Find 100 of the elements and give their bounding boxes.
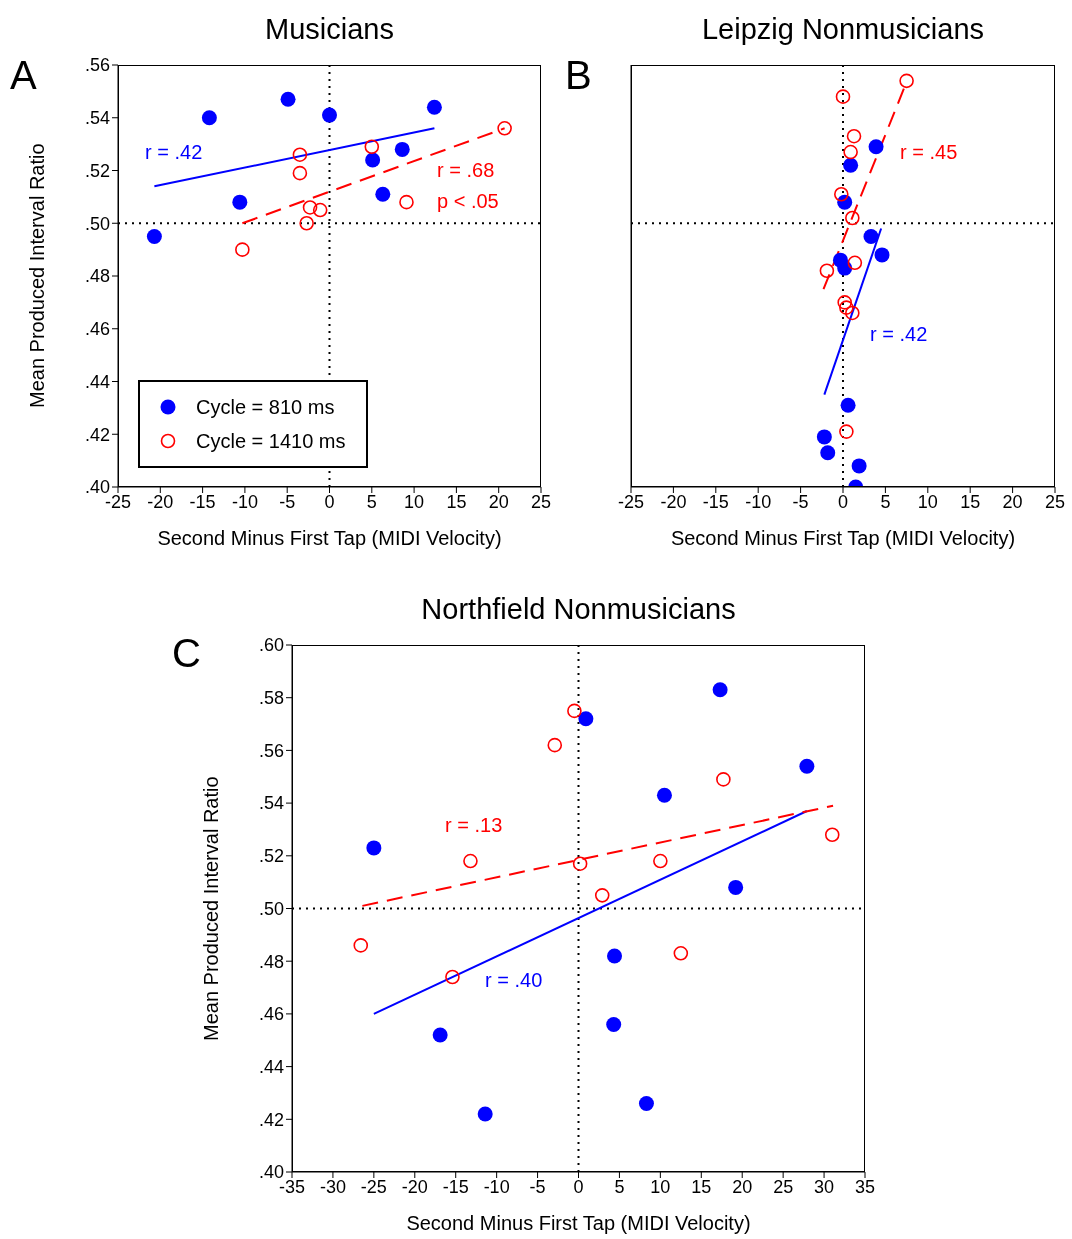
y-tick-label: .56: [258, 740, 284, 761]
x-tick-label: 5: [366, 491, 377, 512]
point: [366, 840, 382, 856]
y-tick-label: .60: [258, 635, 284, 656]
text: C: [172, 630, 201, 676]
annotation: r = .13: [445, 813, 503, 837]
point: [235, 242, 250, 257]
y-tick-label: .54: [84, 108, 110, 129]
x-tick-label: 20: [488, 491, 509, 512]
annotation: p < .05: [437, 189, 499, 213]
point: [547, 737, 563, 753]
x-tick-label: 15: [960, 491, 981, 512]
y-axis-title: Mean Produced Interval Ratio: [199, 775, 223, 1043]
point: [280, 91, 296, 107]
x-tick-label: -10: [231, 491, 258, 512]
x-tick-label: -20: [401, 1176, 428, 1197]
point: [477, 1106, 493, 1122]
point: [835, 89, 851, 104]
point: [846, 128, 862, 144]
point: [843, 144, 858, 160]
point: [322, 107, 337, 123]
point: [638, 1095, 654, 1111]
point: [292, 147, 308, 162]
y-tick-label: .42: [84, 424, 110, 445]
x-tick-label: 10: [650, 1176, 671, 1197]
y-tick-label: .54: [258, 793, 284, 814]
x-tick-label: 20: [732, 1176, 753, 1197]
y-tick-label: .52: [84, 160, 110, 181]
y-tick-label: .42: [258, 1109, 284, 1130]
point: [302, 200, 318, 215]
annotation: r = .45: [900, 140, 958, 164]
y-tick-label: .50: [258, 898, 284, 919]
point: [851, 458, 867, 474]
y-tick-label: .46: [84, 319, 110, 340]
x-tick-label: 25: [1044, 491, 1066, 512]
chart-title: Leipzig Nonmusicians: [700, 13, 986, 46]
x-tick-label: -25: [617, 491, 645, 512]
annotation: r = .40: [485, 968, 543, 992]
x-tick-label: 15: [446, 491, 467, 512]
point: [146, 228, 162, 244]
point: [364, 139, 380, 155]
point: [432, 1027, 448, 1043]
x-axis-title: Second Minus First Tap (MIDI Velocity): [669, 527, 1017, 550]
point: [606, 1016, 622, 1032]
annotation: r = .42: [145, 140, 203, 164]
x-axis-title: Second Minus First Tap (MIDI Velocity): [156, 527, 503, 550]
chart-title: Musicians: [264, 13, 395, 46]
point: [824, 827, 840, 843]
x-tick-label: 0: [573, 1176, 584, 1197]
x-tick-label: 10: [917, 491, 938, 512]
x-tick-label: 0: [837, 491, 849, 512]
point: [399, 194, 414, 210]
x-tick-label: -15: [702, 491, 729, 512]
point: [728, 879, 744, 895]
point: [845, 210, 860, 226]
y-tick-label: .48: [84, 266, 110, 287]
x-tick-label: -20: [147, 491, 174, 512]
y-axis-title: Mean Produced Interval Ratio: [25, 143, 48, 409]
x-tick-label: -5: [279, 491, 296, 512]
point: [497, 121, 512, 136]
point: [426, 99, 442, 115]
point: [820, 445, 836, 461]
point: [816, 429, 832, 445]
point: [837, 260, 853, 276]
point: [843, 157, 859, 173]
x-tick-label: 25: [773, 1176, 794, 1197]
x-tick-label: -25: [360, 1176, 387, 1197]
point: [868, 139, 884, 155]
point: [653, 853, 668, 869]
x-tick-label: -5: [529, 1176, 546, 1197]
y-tick-label: .56: [84, 55, 110, 76]
text: A: [10, 52, 37, 98]
y-tick-label: .52: [258, 846, 284, 867]
x-tick-label: -10: [483, 1176, 510, 1197]
y-tick-label: .50: [84, 213, 110, 234]
x-axis-title: Second Minus First Tap (MIDI Velocity): [405, 1212, 752, 1235]
point: [819, 263, 835, 279]
x-tick-label: -10: [745, 491, 772, 512]
point: [899, 73, 914, 89]
point: [874, 247, 890, 263]
point: [201, 110, 217, 126]
chart-title: Northfield Nonmusicians: [420, 593, 737, 626]
point: [799, 758, 815, 774]
point: [845, 305, 860, 321]
point: [837, 295, 852, 310]
x-tick-label: 30: [814, 1176, 835, 1197]
x-tick-label: 5: [614, 1176, 625, 1197]
point: [567, 703, 582, 719]
y-tick-label: .46: [258, 1004, 284, 1025]
text: B: [565, 52, 592, 98]
x-tick-label: 25: [530, 491, 552, 512]
point: [656, 787, 672, 803]
x-tick-label: -30: [319, 1176, 346, 1197]
x-tick-label: 20: [1002, 491, 1023, 512]
x-tick-label: -15: [442, 1176, 469, 1197]
point: [839, 424, 854, 439]
point: [353, 938, 369, 953]
x-tick-label: -20: [660, 491, 687, 512]
annotation: r = .68: [437, 158, 495, 182]
point: [394, 141, 410, 157]
